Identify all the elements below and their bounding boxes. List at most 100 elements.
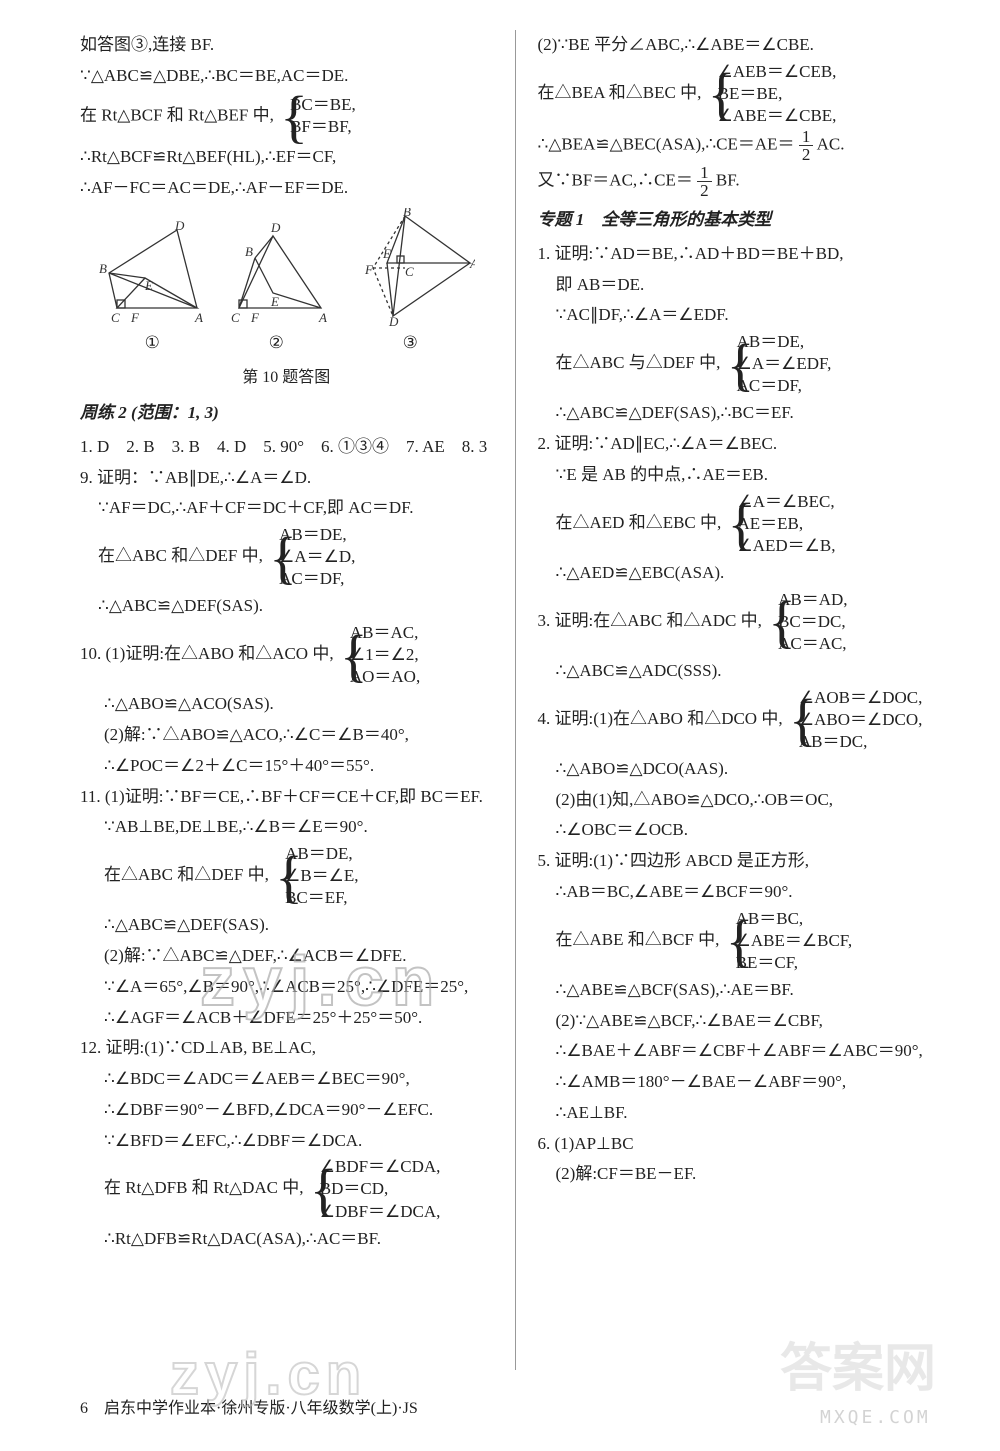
- text-line: ∴∠OBC＝∠OCB.: [538, 815, 951, 845]
- svg-text:B: B: [403, 208, 411, 219]
- text: 在 Rt△DFB 和 Rt△DAC 中,: [104, 1178, 303, 1197]
- case-brace: { ∠AEB＝∠CEB, BE＝BE, ∠ABE＝∠CBE,: [708, 61, 837, 127]
- text-line: ∴△ABE≌△BCF(SAS),∴AE＝BF.: [538, 975, 951, 1005]
- svg-text:A: A: [469, 256, 475, 271]
- text-line: ∴△ABC≌△DEF(SAS).: [80, 591, 493, 621]
- case-row: ∠A＝∠BEC,: [738, 491, 836, 513]
- case-row: AB＝DC,: [799, 731, 923, 753]
- case-row: AC＝DF,: [279, 568, 355, 590]
- svg-text:C: C: [111, 310, 120, 325]
- svg-text:A: A: [318, 310, 327, 325]
- watermark-icon: zyj.cn: [170, 1324, 367, 1426]
- case-brace: { AB＝DE, ∠A＝∠EDF, AC＝DF,: [727, 331, 832, 397]
- case-row: BF＝BF,: [290, 116, 356, 138]
- text: 在 Rt△BCF 和 Rt△BEF 中,: [80, 105, 274, 124]
- text-line: 10. (1)证明:在△ABO 和△ACO 中, { AB＝AC, ∠1＝∠2,…: [80, 622, 493, 688]
- case-row: ∠ABE＝∠BCF,: [736, 930, 853, 952]
- svg-text:F: F: [250, 310, 260, 325]
- text: 10. (1)证明:在△ABO 和△ACO 中,: [80, 644, 334, 663]
- svg-text:B: B: [245, 244, 253, 259]
- case-row: AB＝DE,: [737, 331, 832, 353]
- case-row: BC＝DC,: [778, 611, 847, 633]
- text-line: 在△ABC 和△DEF 中, { AB＝DE, ∠B＝∠E, BC＝EF,: [80, 843, 493, 909]
- figure-row: D B E C F A ① D B: [80, 208, 493, 358]
- svg-text:C: C: [405, 264, 414, 279]
- case-row: ∠AOB＝∠DOC,: [799, 687, 923, 709]
- text-line: ∴AF－FC＝AC＝DE,∴AF－EF＝DE.: [80, 173, 493, 203]
- text-line: ∵AF＝DC,∴AF＋CF＝DC＋CF,即 AC＝DF.: [80, 493, 493, 523]
- text: ∴△BEA≌△BEC(ASA),∴CE＝AE＝: [538, 134, 795, 153]
- text-line: 4. 证明:(1)在△ABO 和△DCO 中, { ∠AOB＝∠DOC, ∠AB…: [538, 687, 951, 753]
- case-row: ∠ABE＝∠CBE,: [718, 105, 837, 127]
- text-line: (2)解:CF＝BE－EF.: [538, 1159, 951, 1189]
- case-row: AB＝AC,: [350, 622, 420, 644]
- text-line: 6. (1)AP⊥BC: [538, 1129, 951, 1159]
- case-row: BE＝CF,: [736, 952, 853, 974]
- svg-text:E: E: [270, 294, 279, 309]
- text-line: ∴△BEA≌△BEC(ASA),∴CE＝AE＝ 12 AC.: [538, 128, 951, 163]
- case-brace: { AB＝DE, ∠A＝∠D, AC＝DF,: [269, 524, 355, 590]
- text-line: ∴△AED≌△EBC(ASA).: [538, 558, 951, 588]
- figure-caption: 第 10 题答图: [80, 364, 493, 392]
- text: 4. 证明:(1)在△ABO 和△DCO 中,: [538, 709, 783, 728]
- case-row: BD＝CD,: [320, 1178, 441, 1200]
- text-line: 在 Rt△BCF 和 Rt△BEF 中, { BC＝BE, BF＝BF,: [80, 92, 493, 141]
- text: 在△BEA 和△BEC 中,: [538, 83, 702, 102]
- fraction: 12: [697, 164, 712, 199]
- left-column: 如答图③,连接 BF. ∵△ABC≌△DBE,∴BC＝BE,AC＝DE. 在 R…: [80, 30, 493, 1370]
- case-row: ∠ABO＝∠DCO,: [799, 709, 923, 731]
- svg-text:C: C: [231, 310, 240, 325]
- svg-text:D: D: [388, 314, 399, 328]
- text-line: 2. 证明:∵AD∥EC,∴∠A＝∠BEC.: [538, 429, 951, 459]
- figure-1: DB EC FA ①: [97, 218, 207, 358]
- case-row: AB＝DE,: [279, 524, 355, 546]
- content-columns: 如答图③,连接 BF. ∵△ABC≌△DBE,∴BC＝BE,AC＝DE. 在 R…: [80, 30, 950, 1370]
- text-line: ∴∠BAE＋∠ABF＝∠CBF＋∠ABF＝∠ABC＝90°,: [538, 1036, 951, 1066]
- case-row: ∠A＝∠EDF,: [737, 353, 832, 375]
- case-row: BE＝BE,: [718, 83, 837, 105]
- fig-label: ③: [345, 328, 475, 358]
- case-row: AC＝DF,: [737, 375, 832, 397]
- text-line: ∴AE⊥BF.: [538, 1098, 951, 1128]
- text-line: (2)由(1)知,△ABO≌△DCO,∴OB＝OC,: [538, 785, 951, 815]
- svg-text:E: E: [144, 278, 153, 293]
- case-row: ∠BDF＝∠CDA,: [320, 1156, 441, 1178]
- text-line: (2)解:∵△ABO≌△ACO,∴∠C＝∠B＝40°,: [80, 720, 493, 750]
- text: 又∵BF＝AC,∴CE＝: [538, 170, 693, 189]
- text-line: ∴∠BDC＝∠ADC＝∠AEB＝∠BEC＝90°,: [80, 1064, 493, 1094]
- text-line: 又∵BF＝AC,∴CE＝ 12 BF.: [538, 164, 951, 199]
- fig-label: ②: [221, 328, 331, 358]
- text-line: ∴AB＝BC,∠ABE＝∠BCF＝90°.: [538, 877, 951, 907]
- case-brace: { ∠A＝∠BEC, AE＝EB, ∠AED＝∠B,: [728, 491, 836, 557]
- fraction: 12: [799, 128, 814, 163]
- text-line: 即 AB＝DE.: [538, 270, 951, 300]
- text-line: ∴△ABO≌△DCO(AAS).: [538, 754, 951, 784]
- case-row: ∠AEB＝∠CEB,: [718, 61, 837, 83]
- text-line: ∴Rt△DFB≌Rt△DAC(ASA),∴AC＝BF.: [80, 1224, 493, 1254]
- svg-text:A: A: [194, 310, 203, 325]
- text: 在△ABC 和△DEF 中,: [98, 546, 263, 565]
- watermark-icon: zyj.cn: [200, 920, 443, 1043]
- text: AC.: [817, 134, 845, 153]
- case-row: ∠1＝∠2,: [350, 644, 420, 666]
- figure-2: D B E C F A ②: [221, 218, 331, 358]
- case-brace: { AB＝AC, ∠1＝∠2, AO＝AO,: [340, 622, 420, 688]
- fig-label: ①: [97, 328, 207, 358]
- text-line: 在△ABC 和△DEF 中, { AB＝DE, ∠A＝∠D, AC＝DF,: [80, 524, 493, 590]
- text-line: 在△BEA 和△BEC 中, { ∠AEB＝∠CEB, BE＝BE, ∠ABE＝…: [538, 61, 951, 127]
- case-row: ∠DBF＝∠DCA,: [320, 1201, 441, 1223]
- text-line: 在 Rt△DFB 和 Rt△DAC 中, { ∠BDF＝∠CDA, BD＝CD,…: [80, 1156, 493, 1222]
- text: 在△AED 和△EBC 中,: [556, 513, 722, 532]
- text-line: ∴∠POC＝∠2＋∠C＝15°＋40°＝55°.: [80, 751, 493, 781]
- svg-text:F: F: [364, 262, 374, 277]
- case-row: ∠B＝∠E,: [285, 865, 358, 887]
- case-row: AB＝BC,: [736, 908, 853, 930]
- text-line: 1. 证明:∵AD＝BE,∴AD＋BD＝BE＋BD,: [538, 239, 951, 269]
- figure-3: BA EF CD ③: [345, 208, 475, 358]
- case-row: BC＝EF,: [285, 887, 358, 909]
- section-title: 专题 1 全等三角形的基本类型: [538, 205, 951, 235]
- svg-text:D: D: [270, 220, 281, 235]
- text: 在△ABE 和△BCF 中,: [556, 930, 720, 949]
- text-line: 在△ABE 和△BCF 中, { AB＝BC, ∠ABE＝∠BCF, BE＝CF…: [538, 908, 951, 974]
- text: 在△ABC 与△DEF 中,: [556, 353, 721, 372]
